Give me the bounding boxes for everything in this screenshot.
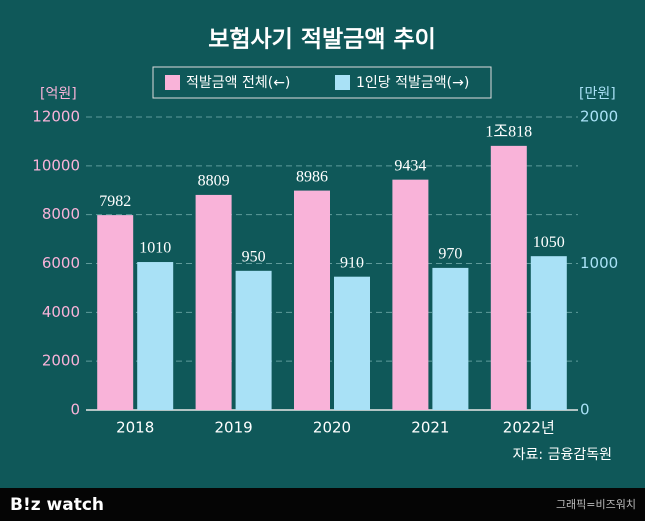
legend-box — [152, 66, 492, 99]
bar — [97, 215, 134, 410]
y-tick-label: 8000 — [42, 205, 80, 223]
y-tick-label: 12000 — [32, 108, 80, 126]
y-axis-label: [억원] — [40, 86, 77, 102]
value-label: 9434 — [394, 157, 426, 174]
legend-label: 1인당 적발금액(→) — [356, 75, 469, 91]
value-label: 1050 — [533, 234, 565, 251]
bar — [137, 262, 174, 410]
x-tick-label: 2018 — [116, 419, 154, 437]
y2-tick-label: 0 — [580, 401, 590, 419]
value-label: 8986 — [296, 168, 328, 185]
x-tick-label: 2021 — [411, 419, 449, 437]
y-tick-label: 6000 — [42, 254, 80, 272]
value-label: 8809 — [198, 173, 230, 190]
bar — [195, 194, 232, 410]
bar — [530, 256, 567, 410]
y-tick-label: 4000 — [42, 303, 80, 321]
y2-tick-label: 2000 — [580, 108, 618, 126]
bar — [334, 276, 370, 410]
bar — [392, 179, 429, 410]
y2-axis-label: [만원] — [579, 86, 616, 102]
bar — [490, 145, 527, 410]
credit: 그래픽=비즈워치 — [556, 498, 636, 511]
y2-tick-label: 1000 — [580, 254, 618, 272]
bar — [294, 190, 330, 410]
y-tick-label: 2000 — [42, 352, 80, 370]
legend-swatch — [165, 75, 180, 90]
y-tick-label: 0 — [70, 401, 80, 419]
y-tick-label: 10000 — [32, 156, 80, 174]
x-tick-label: 2019 — [215, 419, 253, 437]
footer-band — [0, 488, 645, 521]
value-label: 910 — [340, 254, 364, 271]
x-tick-label: 2020 — [313, 419, 351, 437]
chart-title: 보험사기 적발금액 추이 — [208, 27, 436, 53]
value-label: 970 — [438, 246, 462, 263]
source: 자료: 금융감독원 — [513, 447, 612, 463]
x-tick-label: 2022년 — [503, 419, 555, 437]
legend-swatch — [335, 75, 350, 90]
value-label: 1010 — [139, 240, 171, 257]
value-label: 7982 — [99, 193, 131, 210]
bar — [432, 267, 469, 410]
value-label: 950 — [242, 248, 266, 265]
legend-label: 적발금액 전체(←) — [186, 75, 290, 91]
logo: B!z watch — [10, 495, 104, 515]
value-label: 1조818 — [485, 124, 532, 141]
bar — [235, 270, 272, 410]
